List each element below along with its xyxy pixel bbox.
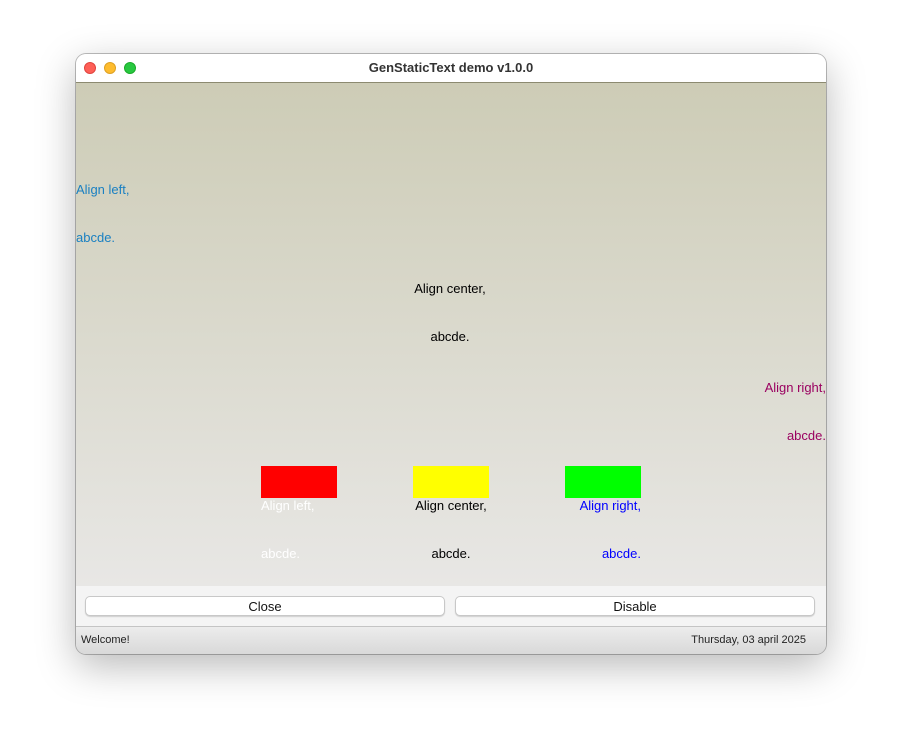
box-label-align-center: Align center, abcde. — [413, 466, 489, 561]
box-label-align-left: Align left, abcde. — [261, 466, 337, 561]
label-line: Align center, — [414, 281, 486, 296]
label-line: Align center, — [415, 498, 487, 513]
box-label-align-right: Align right, abcde. — [565, 466, 641, 561]
status-message: Welcome! — [81, 634, 130, 646]
label-line: abcde. — [76, 230, 116, 245]
label-line: abcde. — [786, 428, 826, 443]
status-bar: Welcome! Thursday, 03 april 2025 — [76, 626, 826, 654]
label-line: Align right, — [579, 498, 641, 513]
close-window-button[interactable] — [84, 62, 96, 74]
zoom-window-button[interactable] — [124, 62, 136, 74]
label-align-right: Align right, abcde. — [765, 348, 826, 476]
close-button[interactable]: Close — [85, 596, 445, 616]
label-line: abcde. — [431, 546, 471, 561]
disable-button[interactable]: Disable — [455, 596, 815, 616]
minimize-window-button[interactable] — [104, 62, 116, 74]
label-align-center: Align center, abcde. — [400, 249, 500, 377]
label-line: Align left, — [76, 182, 130, 197]
label-line: abcde. — [601, 546, 641, 561]
app-window: GenStaticText demo v1.0.0 Align left, ab… — [76, 54, 826, 654]
label-align-left: Align left, abcde. — [76, 150, 129, 278]
label-line: abcde. — [430, 329, 470, 344]
content-panel: Align left, abcde. Align center, abcde. … — [76, 83, 826, 586]
title-bar: GenStaticText demo v1.0.0 — [76, 54, 826, 83]
label-line: Align left, — [261, 498, 315, 513]
button-bar: Close Disable — [76, 586, 826, 626]
label-line: abcde. — [261, 546, 301, 561]
status-date: Thursday, 03 april 2025 — [691, 634, 806, 646]
window-title: GenStaticText demo v1.0.0 — [368, 60, 534, 75]
label-line: Align right, — [764, 380, 826, 395]
